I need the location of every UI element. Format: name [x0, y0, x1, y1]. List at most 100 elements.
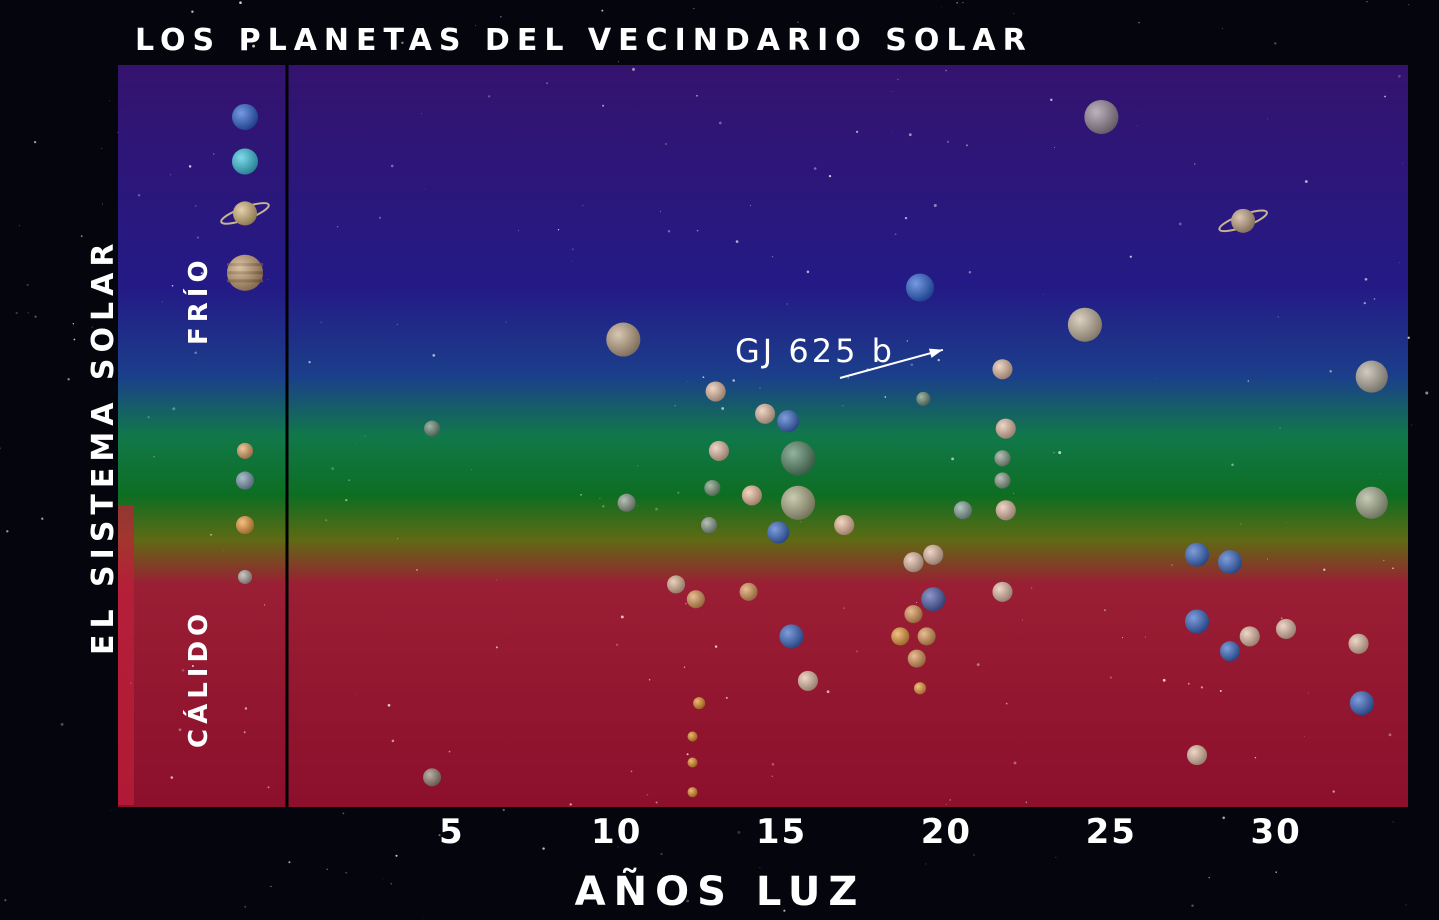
star [855, 130, 859, 134]
x-tick-label: 25 [1086, 812, 1137, 852]
star [1408, 4, 1410, 6]
planet-shade [906, 273, 935, 302]
exoplanet-point [1184, 542, 1209, 567]
planet-shade [237, 442, 253, 459]
planet-shade [1084, 99, 1119, 134]
star [710, 47, 712, 49]
planet-shade [1067, 307, 1102, 342]
star [178, 728, 182, 732]
star [683, 666, 686, 668]
planet-shade [904, 605, 923, 624]
star [696, 229, 699, 232]
star [242, 34, 244, 35]
star [1193, 163, 1196, 165]
planet-shade [705, 381, 726, 402]
star [395, 854, 398, 857]
star [213, 153, 215, 155]
exoplanet-points [423, 99, 1388, 798]
star [1392, 567, 1394, 570]
planet-shade [1217, 550, 1242, 575]
star [1042, 294, 1044, 295]
star [771, 255, 774, 258]
star [390, 882, 393, 885]
exoplanet-point [606, 322, 641, 357]
star [1274, 42, 1277, 45]
star [1247, 380, 1250, 382]
exoplanet-point [1067, 307, 1102, 342]
side-label: EL SISTEMA SOLAR [86, 238, 121, 655]
star [18, 225, 20, 227]
star [331, 467, 335, 471]
star [1138, 21, 1140, 24]
star [34, 315, 37, 318]
star [1121, 637, 1124, 639]
star [951, 457, 954, 461]
exoplanet-point [686, 590, 705, 609]
star [1384, 95, 1386, 98]
star [693, 8, 695, 10]
star [916, 601, 918, 604]
star [949, 799, 951, 801]
star [1275, 871, 1277, 873]
star [288, 861, 291, 864]
planet-shade [236, 516, 254, 535]
planet-shade [903, 552, 924, 573]
star [423, 918, 425, 920]
star [488, 95, 491, 98]
star [771, 775, 773, 777]
star [1373, 298, 1376, 300]
planet-shade [238, 569, 252, 584]
star [4, 899, 7, 902]
star [110, 810, 112, 811]
star [325, 519, 328, 522]
exoplanet-point [693, 697, 706, 710]
planet-shade [995, 500, 1016, 521]
chart-title: LOS PLANETAS DEL VECINDARIO SOLAR [135, 23, 1033, 58]
star [897, 78, 899, 81]
solar-planet-mercury [238, 569, 252, 584]
star [1280, 617, 1283, 619]
planet-shade [992, 581, 1013, 602]
planet-shade [693, 697, 706, 710]
planet-shade [891, 627, 910, 646]
planet-shade [424, 420, 441, 437]
star [1058, 451, 1062, 455]
planet-shade [1276, 618, 1297, 639]
star [502, 808, 505, 812]
exoplanet-point [1219, 641, 1240, 662]
star [1208, 876, 1210, 879]
zone-label-warm: CÁLIDO [182, 609, 214, 748]
star [60, 722, 64, 726]
star [244, 707, 248, 710]
star [1187, 682, 1190, 685]
planet-shade [781, 485, 816, 520]
star [659, 211, 662, 213]
star [696, 94, 698, 97]
solar-planet-neptune [232, 103, 258, 130]
exoplanet-point [1186, 745, 1207, 766]
star [714, 645, 718, 648]
exoplanet-point [777, 410, 800, 433]
star [252, 44, 256, 48]
star [687, 381, 689, 382]
star [855, 650, 858, 653]
exoplanet-point [617, 493, 636, 512]
exoplanet-point [705, 381, 726, 402]
star [1364, 277, 1368, 281]
star [1005, 702, 1008, 705]
star [725, 696, 728, 699]
star [686, 899, 690, 903]
exoplanet-point [781, 485, 816, 520]
star [667, 229, 671, 233]
planet-shade [916, 391, 931, 406]
annotation-label: GJ 625 b [735, 332, 895, 370]
star [401, 41, 404, 45]
star [390, 164, 394, 168]
star [842, 405, 844, 407]
star [194, 205, 197, 207]
star [571, 248, 574, 251]
planet-shade [708, 440, 729, 461]
star [933, 204, 937, 207]
star [1279, 427, 1281, 429]
